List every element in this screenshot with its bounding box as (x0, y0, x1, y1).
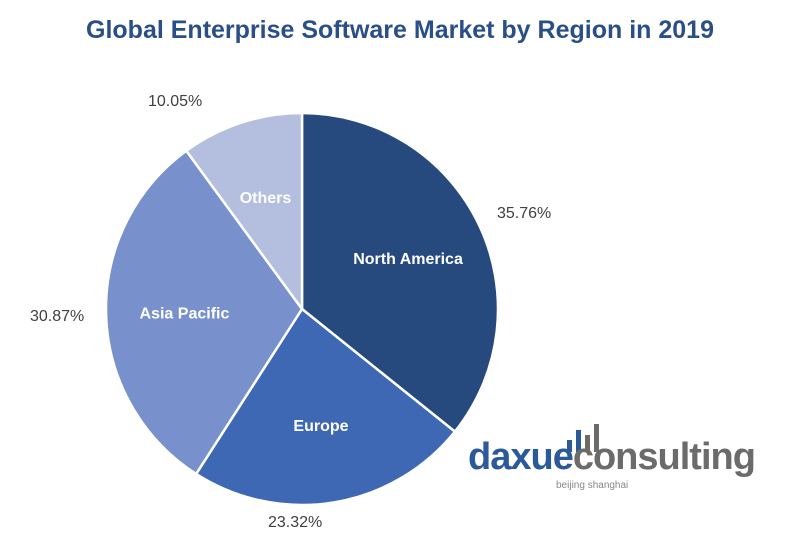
chart-title: Global Enterprise Software Market by Reg… (86, 16, 714, 44)
others-percent: 10.05% (148, 93, 203, 110)
daxue-consulting-logo: daxueconsulting beijing shanghai (468, 418, 788, 498)
asia-pacific-percent: 30.87% (30, 308, 85, 325)
pie-slice-north-america (300, 111, 500, 433)
europe-percent: 23.32% (268, 514, 323, 531)
logo-text-consulting: consulting (572, 436, 756, 478)
pie-slice-others (185, 111, 304, 311)
pie-slice-asia-pacific (104, 149, 304, 476)
north-america-percent: 35.76% (497, 205, 552, 222)
slice-label-north-america: North America (353, 251, 463, 268)
bar-chart-logo-icon (567, 420, 607, 452)
slice-label-others: Others (240, 190, 292, 207)
slice-label-asia-pacific: Asia Pacific (140, 306, 230, 323)
slice-label-europe: Europe (293, 418, 348, 435)
logo-text-daxue: daxue (468, 436, 574, 478)
pie-slice-europe (194, 307, 457, 507)
logo-tagline: beijing shanghai (556, 480, 629, 491)
